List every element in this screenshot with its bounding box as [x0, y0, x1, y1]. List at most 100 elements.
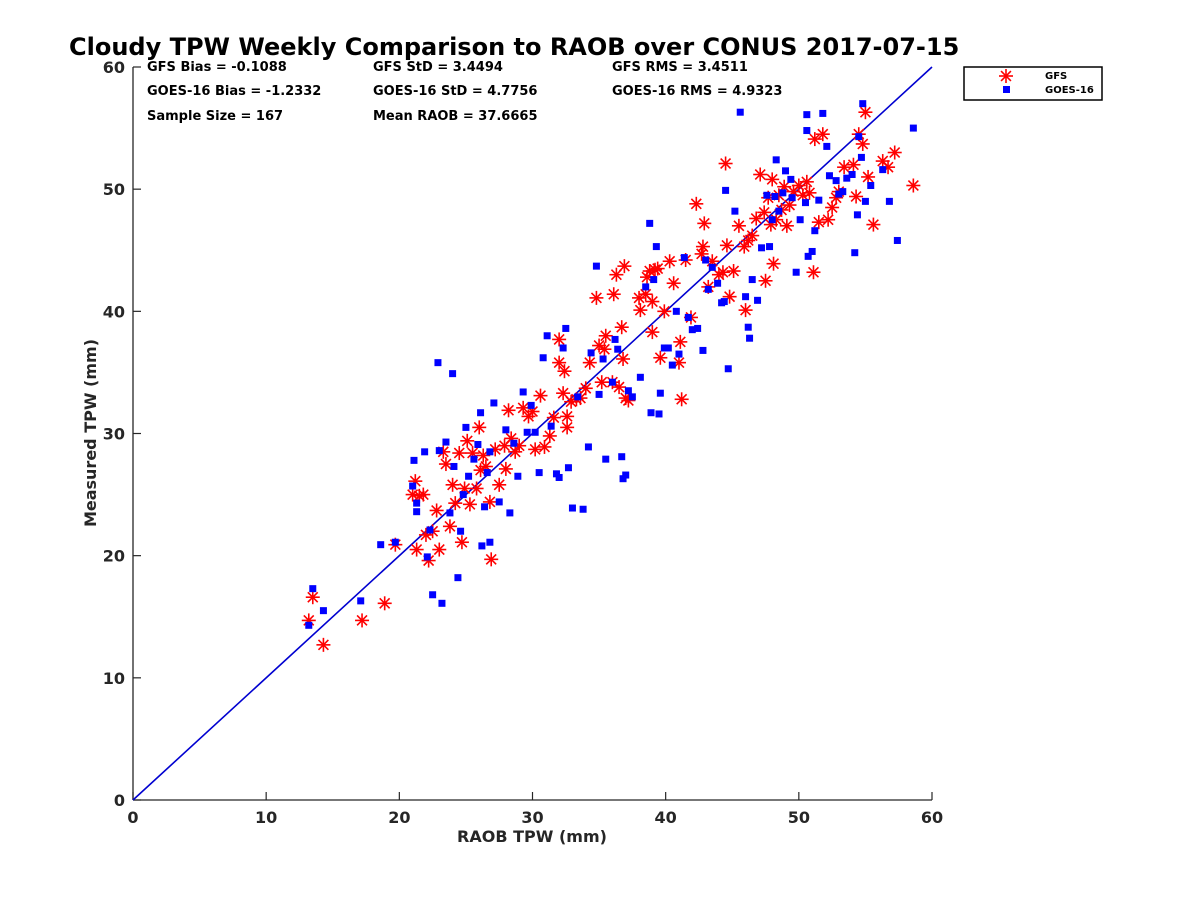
gfs-point [715, 265, 730, 280]
gfs-point [689, 196, 704, 211]
gfs-point [460, 433, 475, 448]
goes-16-point [564, 464, 572, 472]
gfs-point [492, 477, 507, 492]
goes-16-point [835, 190, 843, 198]
gfs-point [757, 205, 772, 220]
gfs-point [533, 388, 548, 403]
goes-16-point [449, 370, 457, 378]
goes-16-point [442, 438, 450, 446]
goes-16-point [848, 171, 856, 179]
y-tick-label: 20 [103, 547, 125, 566]
goes-16-point [446, 509, 454, 517]
goes-16-point [796, 216, 804, 224]
goes-16-point [775, 207, 783, 215]
goes-16-point [744, 323, 752, 331]
gfs-point [598, 328, 613, 343]
gfs-point [806, 265, 821, 280]
goes-16-point [722, 186, 730, 194]
gfs-point [416, 487, 431, 502]
goes-16-point [434, 359, 442, 367]
goes-16-point [680, 254, 688, 262]
gfs-point [653, 350, 668, 365]
goes-16-point [531, 428, 539, 436]
goes-16-point [579, 505, 587, 513]
goes-16-point [587, 349, 595, 357]
legend-box [963, 66, 1103, 101]
goes-16-point [843, 174, 851, 182]
gfs-point [528, 442, 543, 457]
gfs-point [662, 254, 677, 269]
goes-16-point [839, 188, 847, 196]
gfs-point [697, 216, 712, 231]
goes-16-point [459, 491, 467, 499]
goes-16-point [893, 236, 901, 244]
goes-16-point [664, 344, 672, 352]
goes-16-point [413, 499, 421, 507]
goes-16-point [619, 475, 627, 483]
goes-16-point [478, 542, 486, 550]
gfs-point [454, 535, 469, 550]
y-tick-label: 10 [103, 669, 125, 688]
goes-16-point [909, 124, 917, 132]
goes-16-point [454, 574, 462, 582]
gfs-point [837, 160, 852, 175]
goes-16-point [758, 244, 766, 252]
goes-16-point [714, 279, 722, 287]
goes-16-point [766, 243, 774, 251]
goes-16-point [825, 172, 833, 180]
y-tick-label: 40 [103, 302, 125, 321]
goes-16-point [736, 108, 744, 116]
goes-16-series [305, 100, 917, 629]
gfs-point [906, 178, 921, 193]
gfs-point [621, 393, 636, 408]
goes-16-point [779, 189, 787, 197]
gfs-point [855, 136, 870, 151]
goes-16-point [624, 387, 632, 395]
goes-16-point [675, 350, 683, 358]
goes-16-point [622, 471, 630, 479]
goes-16-point [808, 247, 816, 255]
goes-16-point [608, 378, 616, 386]
goes-16-point [559, 344, 567, 352]
gfs-point [765, 172, 780, 187]
goes-16-point [438, 599, 446, 607]
gfs-point [472, 420, 487, 435]
gfs-point [469, 481, 484, 496]
legend-gfs-label: GFS [1045, 71, 1067, 82]
y-tick-label: 0 [114, 791, 125, 810]
legend-goes-marker [1003, 86, 1010, 93]
goes-16-point [481, 503, 489, 511]
goes-16-point [660, 344, 668, 352]
gfs-point [462, 497, 477, 512]
goes-16-point [782, 167, 790, 175]
goes-16-point [646, 219, 654, 227]
gfs-point [887, 145, 902, 160]
gfs-point [578, 381, 593, 396]
goes-16-point [746, 334, 754, 342]
gfs-point [616, 351, 631, 366]
gfs-point [501, 403, 516, 418]
goes-16-point [595, 390, 603, 398]
gfs-point [609, 267, 624, 282]
goes-16-point [815, 196, 823, 204]
stat-goes-bias: GOES-16 Bias = -1.2332 [147, 84, 321, 99]
gfs-point [405, 487, 420, 502]
goes-16-point [867, 182, 875, 190]
goes-16-point [495, 498, 503, 506]
stat-gfs-rms: GFS RMS = 3.4511 [612, 60, 748, 75]
goes-16-point [429, 591, 437, 599]
goes-16-point [724, 365, 732, 373]
gfs-point [866, 217, 881, 232]
gfs-series [301, 105, 921, 652]
goes-16-point [483, 469, 491, 477]
goes-16-point [510, 439, 518, 447]
gfs-point [305, 590, 320, 605]
goes-16-point [788, 194, 796, 202]
goes-16-point [543, 332, 551, 340]
goes-16-point [859, 100, 867, 108]
goes-16-point [720, 298, 728, 306]
goes-16-point [754, 296, 762, 304]
y-tick-label: 30 [103, 425, 125, 444]
goes-16-point [704, 285, 712, 293]
